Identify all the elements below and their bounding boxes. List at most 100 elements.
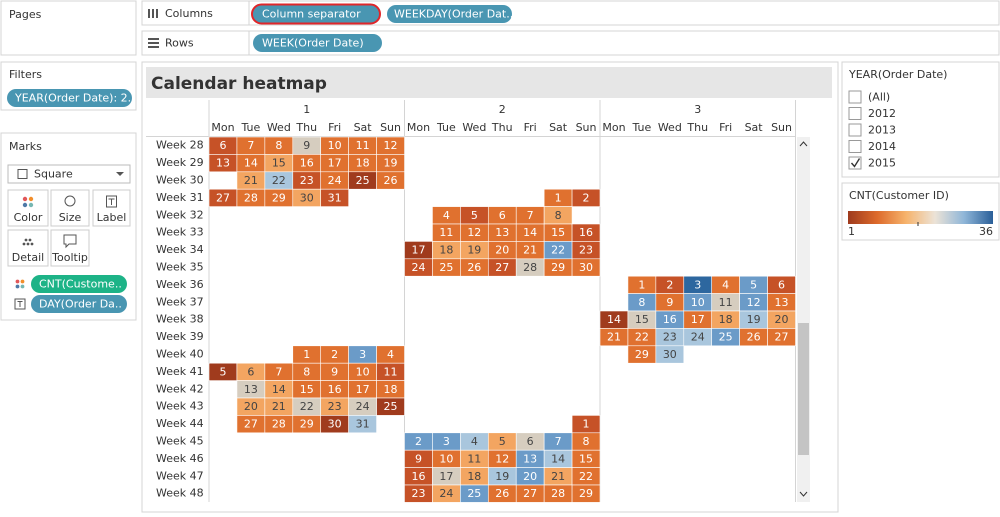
day-label[interactable]: 5 [219, 365, 226, 378]
day-label[interactable]: 6 [499, 209, 506, 222]
day-label[interactable]: 8 [275, 139, 282, 152]
day-label[interactable]: 11 [384, 365, 398, 378]
day-label[interactable]: 30 [663, 348, 677, 361]
day-label[interactable]: 27 [216, 191, 230, 204]
day-label[interactable]: 7 [555, 435, 562, 448]
day-label[interactable]: 22 [635, 331, 649, 344]
day-label[interactable]: 29 [551, 261, 565, 274]
day-label[interactable]: 25 [719, 331, 733, 344]
day-label[interactable]: 23 [663, 331, 677, 344]
day-label[interactable]: 6 [778, 278, 785, 291]
day-label[interactable]: 26 [495, 487, 509, 500]
day-label[interactable]: 27 [775, 331, 789, 344]
day-label[interactable]: 23 [328, 400, 342, 413]
marks-pill[interactable] [31, 295, 127, 313]
day-label[interactable]: 16 [300, 157, 314, 170]
row-pill[interactable] [253, 34, 382, 52]
day-label[interactable]: 19 [384, 157, 398, 170]
day-label[interactable]: 18 [384, 383, 398, 396]
day-label[interactable]: 20 [775, 313, 789, 326]
day-label[interactable]: 31 [328, 191, 342, 204]
day-label[interactable]: 26 [467, 261, 481, 274]
day-label[interactable]: 7 [527, 209, 534, 222]
day-label[interactable]: 11 [467, 452, 481, 465]
mark-button[interactable] [50, 229, 90, 267]
day-label[interactable]: 9 [303, 139, 310, 152]
day-label[interactable]: 28 [523, 261, 537, 274]
day-label[interactable]: 21 [523, 244, 537, 257]
heatmap-cell[interactable] [571, 188, 601, 207]
checkbox[interactable] [848, 107, 862, 120]
day-label[interactable]: 26 [747, 331, 761, 344]
day-label[interactable]: 11 [439, 226, 453, 239]
day-label[interactable]: 19 [747, 313, 761, 326]
heatmap-cell[interactable] [571, 484, 601, 503]
day-label[interactable]: 21 [607, 331, 621, 344]
day-label[interactable]: 9 [415, 452, 422, 465]
day-label[interactable]: 24 [356, 400, 370, 413]
day-label[interactable]: 22 [579, 470, 593, 483]
day-label[interactable]: 4 [387, 348, 394, 361]
day-label[interactable]: 14 [272, 383, 286, 396]
day-label[interactable]: 24 [328, 174, 342, 187]
day-label[interactable]: 13 [495, 226, 509, 239]
day-label[interactable]: 1 [583, 418, 590, 431]
day-label[interactable]: 2 [666, 278, 673, 291]
mark-button[interactable] [92, 189, 131, 227]
day-label[interactable]: 14 [551, 452, 565, 465]
day-label[interactable]: 16 [411, 470, 425, 483]
day-label[interactable]: 22 [272, 174, 286, 187]
day-label[interactable]: 16 [579, 226, 593, 239]
day-label[interactable]: 23 [579, 244, 593, 257]
day-label[interactable]: 20 [523, 470, 537, 483]
day-label[interactable]: 5 [499, 435, 506, 448]
checkbox[interactable] [848, 140, 862, 153]
day-label[interactable]: 12 [467, 226, 481, 239]
day-label[interactable]: 2 [331, 348, 338, 361]
day-label[interactable]: 14 [523, 226, 537, 239]
day-label[interactable]: 17 [356, 383, 370, 396]
mark-button-label[interactable]: Tooltip [51, 251, 88, 264]
day-label[interactable]: 28 [244, 191, 258, 204]
day-label[interactable]: 18 [467, 470, 481, 483]
day-label[interactable]: 12 [384, 139, 398, 152]
scrollbar-thumb[interactable] [798, 323, 809, 455]
day-label[interactable]: 6 [247, 365, 254, 378]
scroll-down[interactable] [799, 491, 808, 497]
heatmap-cell[interactable] [655, 345, 685, 364]
day-label[interactable]: 28 [272, 418, 286, 431]
mark-button[interactable] [7, 189, 49, 227]
day-label[interactable]: 9 [331, 365, 338, 378]
day-label[interactable]: 30 [328, 418, 342, 431]
day-label[interactable]: 29 [579, 487, 593, 500]
day-label[interactable]: 18 [439, 244, 453, 257]
day-label[interactable]: 8 [583, 435, 590, 448]
mark-type-dropdown[interactable] [7, 164, 131, 184]
day-label[interactable]: 25 [467, 487, 481, 500]
day-label[interactable]: 6 [527, 435, 534, 448]
checkbox[interactable] [848, 90, 862, 104]
day-label[interactable]: 29 [300, 418, 314, 431]
column-pill[interactable] [387, 5, 512, 23]
day-label[interactable]: 18 [356, 157, 370, 170]
column-pill-label[interactable]: Column separator [262, 8, 361, 21]
day-label[interactable]: 2 [415, 435, 422, 448]
day-label[interactable]: 24 [691, 331, 705, 344]
column-pill[interactable] [251, 3, 381, 25]
day-label[interactable]: 24 [439, 487, 453, 500]
year-option-label[interactable]: 2014 [868, 140, 896, 153]
day-label[interactable]: 10 [328, 139, 342, 152]
day-label[interactable]: 30 [300, 191, 314, 204]
year-option-label[interactable]: 2015 [868, 157, 896, 170]
mark-button[interactable] [7, 229, 49, 267]
day-label[interactable]: 7 [247, 139, 254, 152]
day-label[interactable]: 6 [219, 139, 226, 152]
day-label[interactable]: 13 [523, 452, 537, 465]
day-label[interactable]: 4 [722, 278, 729, 291]
day-label[interactable]: 16 [663, 313, 677, 326]
day-label[interactable]: 20 [244, 400, 258, 413]
day-label[interactable]: 3 [443, 435, 450, 448]
day-label[interactable]: 13 [244, 383, 258, 396]
day-label[interactable]: 21 [551, 470, 565, 483]
day-label[interactable]: 19 [495, 470, 509, 483]
